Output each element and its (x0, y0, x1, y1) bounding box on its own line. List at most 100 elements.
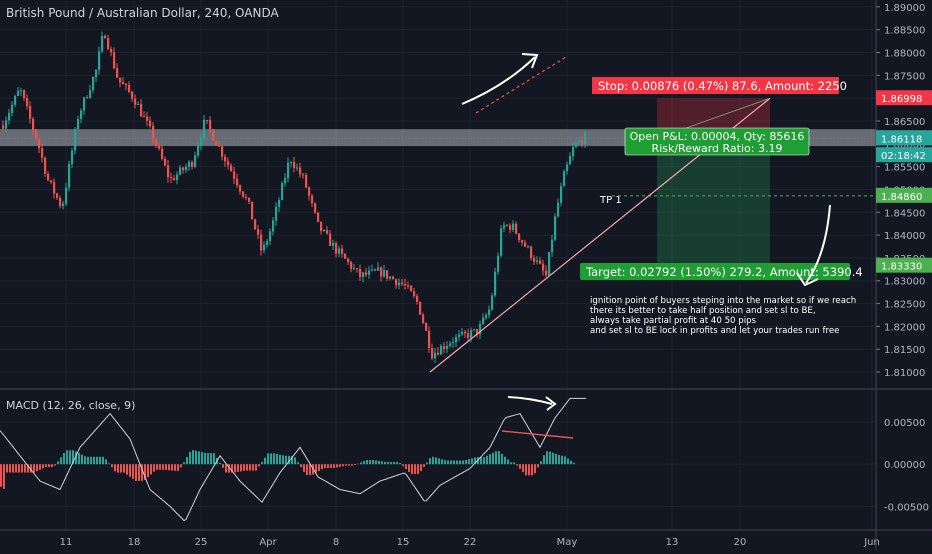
candle-body (311, 195, 314, 204)
candle-body (14, 95, 17, 105)
candle-body (509, 225, 512, 230)
hand-drawn-macd-arrow (507, 396, 553, 405)
candle-body (278, 199, 281, 207)
candle-body (395, 279, 398, 286)
time-tick-label: 18 (128, 537, 141, 548)
candle-body (176, 174, 179, 181)
candle-body (578, 140, 581, 143)
candle-body (302, 174, 305, 176)
target-label-box[interactable] (580, 263, 850, 280)
candle-body (404, 284, 407, 286)
annotation-line-2: there its better to take half position a… (590, 306, 816, 316)
candle-body (539, 260, 542, 264)
candle-body (98, 51, 101, 70)
candle-body (464, 331, 467, 334)
open-pnl-box[interactable] (624, 127, 810, 156)
candle-body (584, 132, 587, 144)
candle-body (431, 348, 434, 359)
candle-body (62, 203, 65, 206)
time-tick-label: May (557, 537, 578, 548)
candle-body (569, 156, 572, 165)
candle-body (386, 270, 389, 279)
candle-series (2, 31, 587, 363)
candle-body (209, 120, 212, 130)
candle-body (83, 97, 86, 111)
candle-body (233, 171, 236, 179)
candle-body (359, 268, 362, 278)
candle-body (389, 276, 392, 279)
candle-body (284, 178, 287, 184)
candle-body (113, 52, 116, 69)
candle-body (104, 35, 107, 39)
candle-body (170, 177, 173, 179)
candle-body (461, 331, 464, 335)
candle-body (491, 295, 494, 310)
candle-body (56, 193, 59, 198)
candle-body (164, 158, 167, 166)
price-badge (876, 130, 932, 146)
price-tick-label: 1.84000 (884, 231, 925, 242)
candle-body (218, 145, 221, 147)
candle-body (194, 155, 197, 167)
candle-body (47, 173, 50, 181)
candle-body (350, 261, 353, 269)
price-tick-label: 1.85500 (884, 163, 925, 174)
price-tick-label: 1.82000 (884, 322, 925, 333)
candle-body (326, 230, 329, 234)
price-badge-label: 1.86118 (881, 134, 922, 145)
price-badge-label: 1.84860 (881, 192, 922, 203)
open-pnl-label: Open P&L: 0.00004, Qty: 85616 (630, 130, 805, 143)
price-badge-label: 1.83330 (881, 262, 922, 273)
candle-body (368, 270, 371, 275)
candle-body (266, 241, 269, 245)
candle-body (392, 276, 395, 280)
candle-body (212, 129, 215, 141)
candle-body (305, 174, 308, 188)
candle-body (506, 224, 509, 226)
candle-body (476, 329, 479, 335)
candle-body (137, 104, 140, 106)
candle-body (44, 157, 47, 174)
candle-body (20, 90, 23, 92)
candle-body (560, 186, 563, 203)
candle-body (242, 191, 245, 197)
candle-body (443, 346, 446, 349)
candle-body (410, 285, 413, 292)
candle-body (131, 91, 134, 99)
candle-body (371, 269, 374, 271)
candle-body (140, 104, 143, 117)
price-tick-label: 1.88000 (884, 48, 925, 59)
candle-body (398, 282, 401, 286)
candle-body (68, 164, 71, 188)
annotation-text: ignition point of buyers steping into th… (590, 296, 856, 336)
candle-body (581, 140, 584, 144)
target-label: Target: 0.02792 (1.50%) 279.2, Amount: 5… (585, 265, 863, 279)
candle-body (89, 90, 92, 98)
price-tick-label: 1.82500 (884, 300, 925, 311)
candle-body (524, 242, 527, 247)
hand-drawn-macd-arrowhead (545, 396, 557, 411)
hand-drawn-up-arrowhead (521, 53, 539, 69)
candle-body (488, 309, 491, 316)
candle-body (116, 68, 119, 78)
candle-body (473, 329, 476, 331)
candle-body (179, 167, 182, 175)
candle-body (263, 244, 266, 251)
macd-tick-label: 0.00500 (884, 418, 925, 429)
stop-label-box[interactable] (592, 77, 839, 94)
candle-body (254, 219, 257, 230)
candle-body (95, 69, 98, 78)
candle-body (272, 220, 275, 232)
candle-body (401, 282, 404, 285)
candle-body (545, 270, 548, 276)
candle-body (227, 161, 230, 166)
macd-title: MACD (12, 26, close, 9) (6, 399, 135, 412)
risk-reward-label: Risk/Reward Ratio: 3.19 (652, 142, 783, 155)
candle-body (413, 291, 416, 297)
macd-panel (0, 397, 586, 522)
candle-body (407, 285, 410, 287)
hand-drawn-down-arrow (805, 204, 831, 284)
candle-body (500, 228, 503, 256)
